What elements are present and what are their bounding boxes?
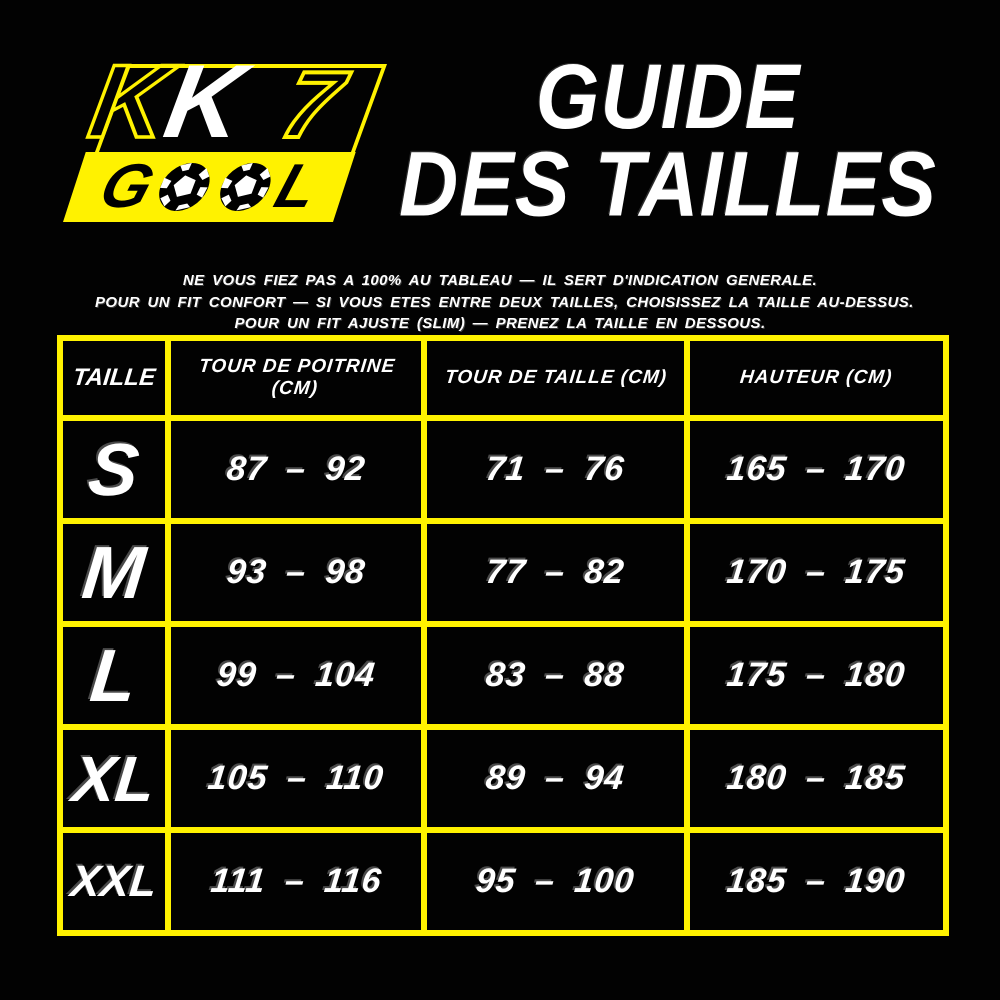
height-value: 180 – 185	[684, 724, 949, 833]
disclaimer-line1: NE VOUS FIEZ PAS A 100% AU TABLEAU — IL …	[182, 272, 818, 289]
disclaimer-line3: POUR UN FIT AJUSTE (SLIM) — PRENEZ LA TA…	[234, 315, 766, 332]
height-value: 185 – 190	[684, 827, 949, 936]
chest-value: 93 – 98	[165, 518, 427, 627]
height-value: 170 – 175	[684, 518, 949, 627]
height-value: 165 – 170	[684, 415, 949, 524]
waist-value: 89 – 94	[421, 724, 690, 833]
table-row-xl: XL 105 – 110 89 – 94 180 – 185	[57, 724, 949, 833]
size-table: TAILLE TOUR DE POITRINE (CM) TOUR DE TAI…	[57, 335, 949, 936]
size-label: XXL	[57, 827, 171, 936]
height-value: 175 – 180	[684, 621, 949, 730]
waist-value: 83 – 88	[421, 621, 690, 730]
table-row-l: L 99 – 104 83 – 88 175 – 180	[57, 621, 949, 730]
header-waist: TOUR DE TAILLE (CM)	[421, 335, 690, 421]
page-title-line1: GUIDE	[535, 46, 801, 149]
brand-logo: KK 7 G	[0, 0, 420, 250]
disclaimer-line2: POUR UN FIT CONFORT — SI VOUS ETES ENTRE…	[95, 293, 914, 311]
size-label: S	[57, 415, 171, 524]
size-label: M	[57, 518, 171, 627]
table-row-s: S 87 – 92 71 – 76 165 – 170	[57, 415, 949, 524]
disclaimer-text: NE VOUS FIEZ PAS A 100% AU TABLEAU — IL …	[95, 270, 914, 335]
logo-kk-text: KK	[80, 42, 246, 162]
logo-gool-banner: G L	[63, 152, 356, 222]
banner-letter-g: G	[91, 152, 163, 221]
chest-value: 99 – 104	[165, 621, 427, 730]
size-label: L	[57, 621, 171, 730]
waist-value: 95 – 100	[421, 827, 690, 936]
size-label: XL	[57, 724, 171, 833]
chest-value: 105 – 110	[165, 724, 427, 833]
banner-letter-l: L	[266, 152, 328, 221]
chest-value: 111 – 116	[165, 827, 427, 936]
soccer-ball-icon	[158, 162, 210, 211]
page-title: GUIDE DES TAILLES	[390, 46, 946, 236]
header-taille: TAILLE	[57, 335, 171, 421]
chest-value: 87 – 92	[165, 415, 427, 524]
page-title-line2: DES TAILLES	[399, 133, 937, 236]
soccer-ball-icon	[219, 162, 271, 211]
header-height: HAUTEUR (CM)	[684, 335, 949, 421]
header-chest: TOUR DE POITRINE (CM)	[165, 335, 427, 421]
waist-value: 77 – 82	[421, 518, 690, 627]
table-row-xxl: XXL 111 – 116 95 – 100 185 – 190	[57, 827, 949, 936]
table-header-row: TAILLE TOUR DE POITRINE (CM) TOUR DE TAI…	[57, 335, 949, 421]
waist-value: 71 – 76	[421, 415, 690, 524]
table-row-m: M 93 – 98 77 – 82 170 – 175	[57, 518, 949, 627]
